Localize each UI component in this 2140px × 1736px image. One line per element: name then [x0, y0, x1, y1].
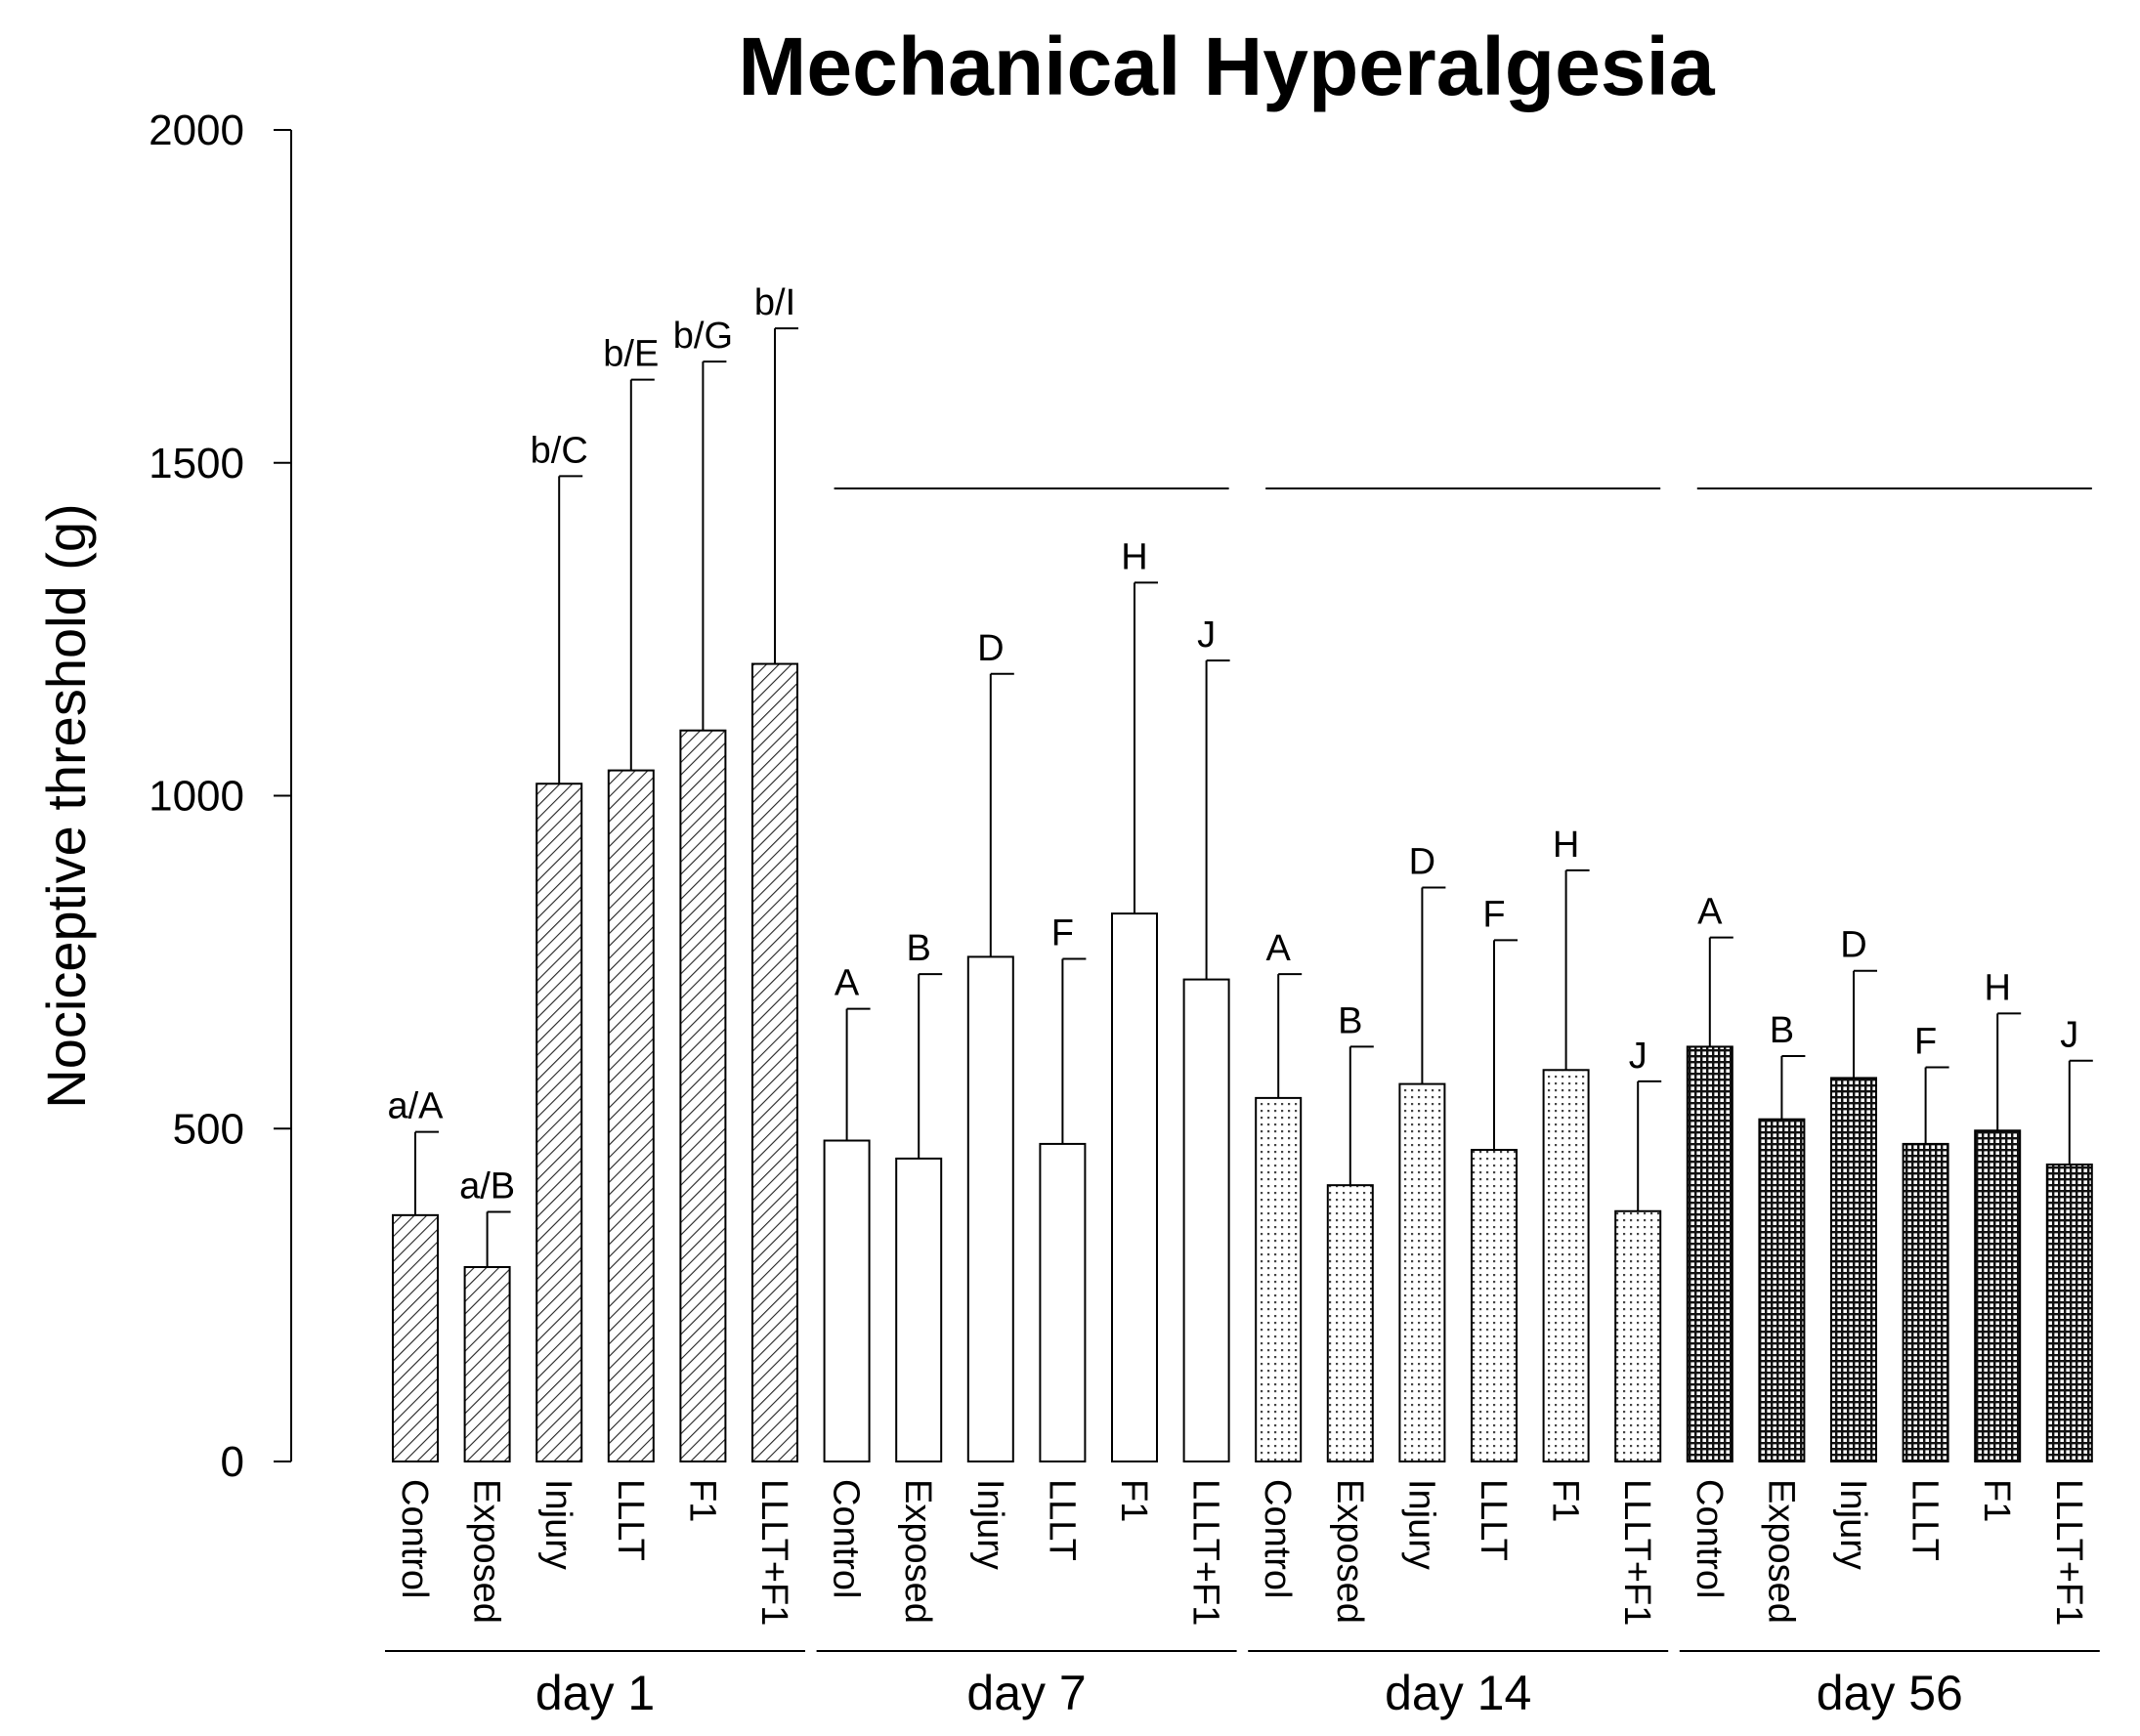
category-label: F1: [1113, 1479, 1154, 1522]
bar-day1-injury: [535, 783, 583, 1462]
bar-day56-control: [1686, 1045, 1733, 1463]
significance-label: A: [1697, 892, 1723, 933]
significance-label: F: [1051, 912, 1074, 953]
category-label: Exposed: [1329, 1479, 1370, 1624]
category-label: Injury: [537, 1479, 578, 1570]
y-tick-label: 0: [221, 1438, 244, 1486]
category-label: Control: [826, 1479, 867, 1599]
bar-day1-lllt: [607, 769, 655, 1462]
y-tick-label: 500: [173, 1105, 244, 1153]
significance-label: J: [1629, 1036, 1648, 1077]
category-label: Injury: [1832, 1479, 1873, 1570]
significance-label: D: [1409, 842, 1435, 883]
category-label: LLLT: [610, 1479, 651, 1561]
chart-title: Mechanical Hyperalgesia: [738, 21, 1715, 112]
bar-day7-f1: [1111, 912, 1158, 1462]
group-label: day 1: [535, 1666, 655, 1720]
bar-day14-f1: [1542, 1069, 1590, 1462]
category-label: LLLT: [1905, 1479, 1946, 1561]
category-label: F1: [1976, 1479, 2017, 1522]
bar-day7-control: [823, 1139, 871, 1462]
bar-day14-llltplusf1: [1614, 1209, 1662, 1462]
category-label: Injury: [969, 1479, 1010, 1570]
bar-day14-injury: [1398, 1082, 1446, 1462]
significance-label: b/C: [531, 430, 588, 471]
bar-day14-exposed: [1326, 1184, 1374, 1462]
bar-day1-exposed: [463, 1266, 511, 1462]
bar-day1-llltplusf1: [751, 662, 798, 1462]
category-label: LLLT+F1: [1616, 1479, 1657, 1626]
significance-label: A: [835, 963, 860, 1004]
category-label: Control: [1689, 1479, 1730, 1599]
category-label: Control: [1257, 1479, 1298, 1599]
group-label: day 56: [1817, 1666, 1963, 1720]
significance-label: a/B: [459, 1165, 515, 1207]
significance-label: b/E: [603, 334, 659, 375]
bar-day14-lllt: [1471, 1149, 1518, 1462]
significance-label: J: [2060, 1015, 2078, 1056]
significance-label: F: [1914, 1022, 1937, 1063]
y-axis-label: Nociceptive threshold (g): [35, 503, 97, 1108]
bar-day7-injury: [966, 955, 1014, 1462]
bar-day1-control: [392, 1213, 439, 1462]
bar-day56-llltplusf1: [2045, 1164, 2093, 1463]
category-label: LLLT+F1: [753, 1479, 794, 1626]
category-label: F1: [1545, 1479, 1586, 1522]
bars: a/A a/B b/C b/E b/G b/I A B D F H J A B D F H J A B D F H J: [387, 282, 2093, 1463]
significance-label: H: [1121, 536, 1147, 577]
category-label: LLLT: [1041, 1479, 1082, 1561]
bar-day56-injury: [1830, 1077, 1877, 1463]
y-tick-label: 1000: [149, 773, 244, 821]
significance-label: F: [1482, 894, 1505, 935]
significance-label: a/A: [387, 1086, 444, 1127]
category-label: F1: [681, 1479, 722, 1522]
group-label: day 7: [966, 1666, 1086, 1720]
significance-label: H: [1984, 967, 2010, 1008]
significance-label: b/I: [754, 282, 795, 323]
category-labels: Control Exposed Injury LLLT F1 LLLT+F1 Control…: [394, 1479, 2089, 1626]
significance-label: B: [1338, 1000, 1362, 1041]
significance-label: D: [1840, 925, 1866, 966]
significance-label: B: [1770, 1010, 1794, 1051]
category-label: Exposed: [897, 1479, 938, 1624]
bar-day7-llltplusf1: [1182, 978, 1230, 1462]
significance-label: b/G: [673, 316, 733, 357]
y-tick-label: 2000: [149, 106, 244, 154]
bar-day7-exposed: [895, 1157, 943, 1462]
group-label: day 14: [1385, 1666, 1531, 1720]
bar-day1-f1: [679, 729, 727, 1462]
bar-day7-lllt: [1039, 1142, 1087, 1463]
category-label: Exposed: [1760, 1479, 1801, 1624]
axis: 0 500 1000 1500 2000: [149, 106, 292, 1486]
group-labels: day 1 day 7 day 14 day 56: [385, 487, 2100, 1720]
category-label: LLLT+F1: [1185, 1479, 1226, 1626]
category-label: Injury: [1400, 1479, 1441, 1570]
significance-label: A: [1266, 928, 1292, 969]
category-label: LLLT: [1473, 1479, 1514, 1561]
category-label: LLLT+F1: [2048, 1479, 2089, 1626]
significance-label: H: [1553, 825, 1579, 866]
bar-day56-lllt: [1902, 1142, 1949, 1463]
significance-label: B: [907, 928, 931, 969]
category-label: Exposed: [466, 1479, 507, 1624]
significance-label: D: [977, 628, 1004, 669]
bar-day56-f1: [1974, 1129, 2022, 1463]
bar-day14-control: [1255, 1096, 1303, 1462]
bar-day56-exposed: [1758, 1118, 1806, 1462]
y-tick-label: 1500: [149, 440, 244, 487]
significance-label: J: [1197, 614, 1216, 656]
category-label: Control: [394, 1479, 435, 1599]
